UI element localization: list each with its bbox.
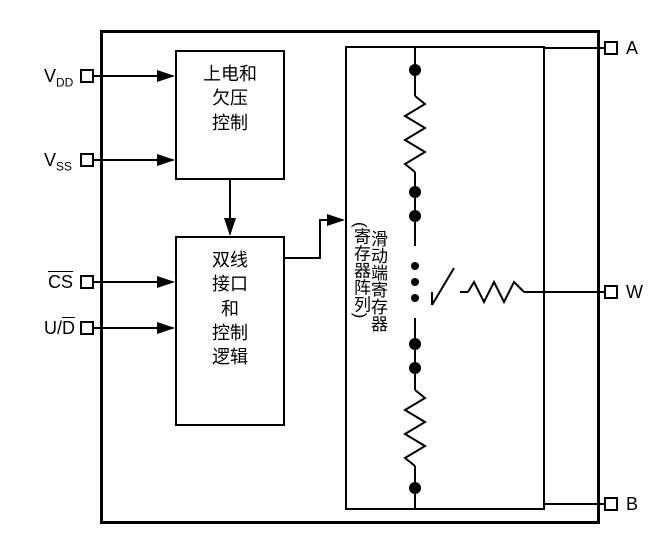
pad-a [604, 41, 618, 55]
interface-line3: 和 [221, 297, 239, 321]
power-block: 上电和 欠压 控制 [175, 50, 285, 180]
label-vss: VSS [44, 150, 72, 174]
interface-line2: 接口 [212, 272, 248, 296]
pad-w [604, 285, 618, 299]
interface-line1: 双线 [212, 248, 248, 272]
power-block-line2: 欠压 [212, 86, 248, 110]
interface-line5: 逻辑 [212, 345, 248, 369]
diagram-canvas: 上电和 欠压 控制 双线 接口 和 控制 逻辑 滑动端寄存器 (寄存器阵列) V… [10, 10, 659, 544]
pad-vss [80, 153, 94, 167]
label-w: W [626, 282, 643, 303]
interface-line4: 控制 [212, 321, 248, 345]
label-b: B [626, 494, 638, 515]
pad-vdd [80, 69, 94, 83]
pad-ud [80, 321, 94, 335]
pad-cs [80, 275, 94, 289]
pad-b [604, 497, 618, 511]
label-vdd: VDD [44, 66, 73, 90]
power-block-line1: 上电和 [203, 62, 257, 86]
label-cs: CS [48, 272, 73, 293]
power-block-line3: 控制 [212, 111, 248, 135]
label-a: A [626, 38, 638, 59]
resistor-array-vtext2: (寄存器阵列) [348, 222, 373, 318]
interface-block: 双线 接口 和 控制 逻辑 [175, 236, 285, 426]
label-ud: U/D [44, 318, 75, 339]
